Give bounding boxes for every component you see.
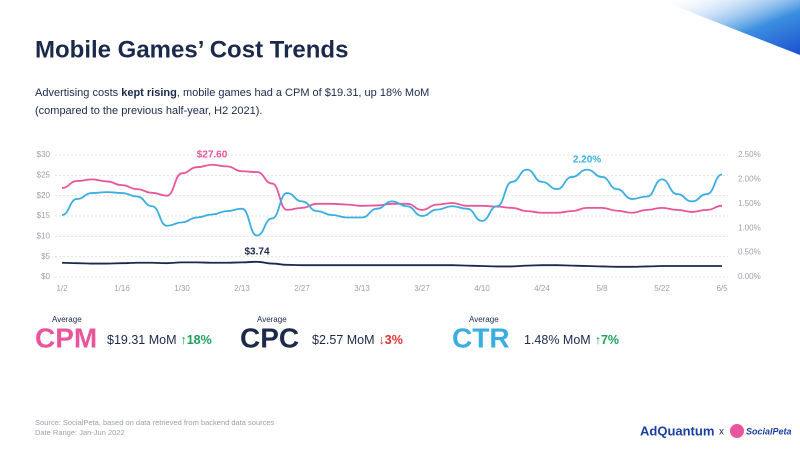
metric-value: $19.31 MoM ↑18%	[107, 333, 212, 347]
logo: SocialPeta	[746, 426, 792, 436]
y2-tick-label: 2.50%	[738, 150, 761, 159]
series-line	[61, 168, 723, 237]
logo: AdQuantum	[640, 423, 714, 438]
slide-title: Mobile Games’ Cost Trends	[35, 36, 348, 63]
y2-tick-label: 1.00%	[738, 223, 761, 232]
metric-value: $2.57 MoM ↓3%	[312, 333, 403, 347]
corner-decoration	[660, 0, 800, 55]
metric-value-text: $2.57 MoM	[312, 333, 375, 347]
x-tick-label: 2/27	[294, 284, 310, 293]
metric-name: CPC	[240, 322, 299, 353]
x-tick-label: 4/10	[474, 284, 490, 293]
x-tick-label: 4/24	[534, 284, 550, 293]
x-tick-label: 2/13	[234, 284, 250, 293]
x-tick-label: 1/2	[56, 284, 68, 293]
y-tick-label: $15	[37, 211, 51, 220]
metric-caption: Average	[469, 315, 499, 324]
metric-value-text: $19.31 MoM	[107, 333, 176, 347]
y2-tick-label: 2.00%	[738, 175, 761, 184]
y2-tick-label: 0.00%	[738, 272, 761, 281]
metric-change: ↑7%	[595, 333, 619, 347]
x-tick-label: 1/30	[174, 284, 190, 293]
logo-icon	[730, 424, 744, 438]
x-tick-label: 3/13	[354, 284, 370, 293]
x-tick-label: 6/5	[716, 284, 728, 293]
series-line	[61, 260, 722, 268]
x-tick-label: 5/22	[654, 284, 670, 293]
subtitle-text: Advertising costs	[35, 87, 121, 99]
subtitle-line: (compared to the previous half-year, H2 …	[35, 105, 262, 117]
metric-caption: Average	[52, 315, 82, 324]
subtitle-text: , mobile games had a CPM of $19.31, up 1…	[177, 87, 430, 99]
x-tick-label: 1/16	[114, 284, 130, 293]
series-line	[61, 163, 723, 214]
date-range: Date Range: Jan-Jun 2022	[35, 428, 125, 437]
source: Source: SocialPeta, based on data retrie…	[35, 418, 275, 427]
y-tick-label: $0	[41, 272, 50, 281]
y2-tick-label: 0.50%	[738, 248, 761, 257]
metric-value-text: 1.48% MoM	[524, 333, 591, 347]
data-label: $27.60	[197, 149, 228, 160]
metric-caption: Average	[257, 315, 287, 324]
metric-value: 1.48% MoM ↑7%	[524, 333, 619, 347]
y-tick-label: $30	[37, 150, 51, 159]
logo-separator: x	[719, 427, 724, 438]
y2-tick-label: 1.50%	[738, 199, 761, 208]
metric-name: CTR	[452, 322, 510, 353]
x-tick-label: 3/27	[414, 284, 430, 293]
x-tick-label: 5/8	[596, 284, 608, 293]
metric-change: ↓3%	[379, 333, 403, 347]
subtitle-bold: kept rising	[121, 87, 177, 99]
metric-change: ↑18%	[180, 333, 211, 347]
y-tick-label: $10	[37, 231, 51, 240]
data-label: $3.74	[244, 246, 269, 257]
y-tick-label: $5	[41, 252, 50, 261]
y-tick-label: $20	[37, 191, 51, 200]
metric-name: CPM	[35, 322, 97, 353]
data-label: 2.20%	[573, 154, 601, 165]
y-tick-label: $25	[37, 170, 51, 179]
subtitle: Advertising costs kept rising, mobile ga…	[35, 87, 429, 99]
plot: $0 $5 $10 $15 $20 $25 $30 0.00% 0.50% 1.00% 1.50% 2…	[37, 149, 761, 293]
